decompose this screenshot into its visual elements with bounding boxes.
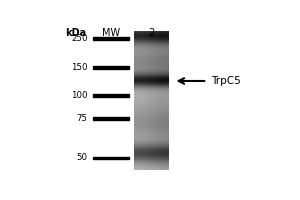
Bar: [93, 94, 129, 97]
Text: 2: 2: [148, 28, 154, 38]
Text: 250: 250: [71, 34, 88, 43]
Bar: [93, 157, 129, 159]
Text: 50: 50: [76, 153, 88, 162]
Text: kDa: kDa: [65, 28, 86, 38]
Text: 75: 75: [76, 114, 88, 123]
Text: 100: 100: [71, 91, 88, 100]
Text: TrpC5: TrpC5: [211, 76, 241, 86]
Text: 150: 150: [71, 63, 88, 72]
Bar: [93, 117, 129, 120]
Bar: [93, 66, 129, 69]
Bar: [93, 37, 129, 40]
Text: MW: MW: [102, 28, 120, 38]
